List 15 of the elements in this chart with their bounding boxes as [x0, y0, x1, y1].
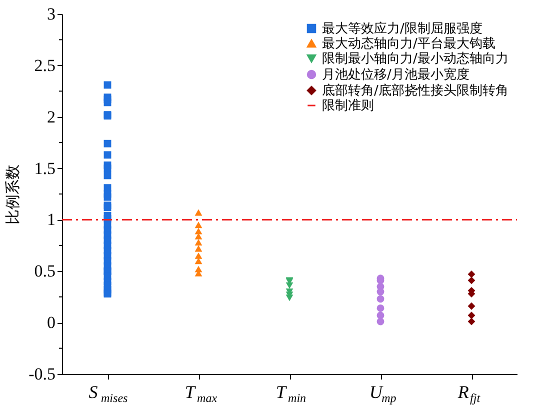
y-tick-label: 0	[47, 313, 56, 332]
legend-label: 底部转角/底部挠性接头限制转角	[322, 84, 508, 98]
y-tick-label: 0.5	[34, 262, 56, 281]
y-tick-label: 2	[47, 107, 56, 126]
legend-label: 月池处位移/月池最小宽度	[322, 66, 470, 82]
y-tick-label: -0.5	[28, 364, 56, 384]
y-tick-label: 1	[47, 210, 56, 230]
y-tick-label: 2.5	[34, 56, 56, 75]
y-axis-title: 比例系数	[4, 164, 22, 224]
y-tick-label: 1.5	[34, 158, 56, 178]
legend-label: 限制准则	[322, 98, 374, 114]
legend-label: 限制最小轴向力/最小动态轴向力	[322, 52, 508, 66]
legend-label: 最大动态轴向力/平台最大钩载	[322, 36, 496, 52]
legend-label: 最大等效应力/限制屈服强度	[322, 20, 482, 36]
y-tick-label: 3	[47, 4, 56, 24]
